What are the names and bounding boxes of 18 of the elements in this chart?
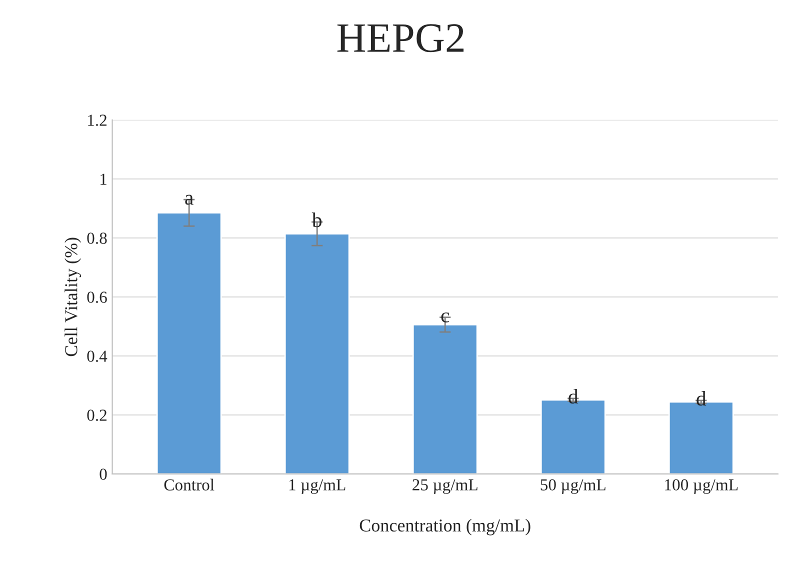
x-tick-label: 25 µg/mL: [412, 479, 478, 494]
bar: [156, 212, 222, 474]
bar: [284, 233, 350, 474]
y-tick-label: 1.2: [88, 114, 106, 126]
y-axis-title: Cell Vitality (%): [64, 238, 82, 356]
y-tick-label: 0.8: [87, 232, 107, 244]
x-tick-label: 1 µg/mL: [289, 479, 346, 494]
chart-title: HEPG2: [337, 24, 464, 52]
y-tick-label: 0.6: [87, 292, 107, 303]
x-tick-label: 100 µg/mL: [665, 479, 738, 494]
x-tick-label: 50 µg/mL: [540, 479, 606, 494]
y-tick-label: 1: [100, 174, 106, 185]
x-axis-title: Concentration (mg/mL): [360, 518, 530, 536]
bar: [412, 324, 478, 474]
x-tick-label: Control: [164, 478, 214, 491]
y-tick-label: 0.4: [87, 350, 108, 362]
y-tick-label: 0: [100, 468, 107, 480]
y-tick-label: 0.2: [87, 410, 106, 421]
